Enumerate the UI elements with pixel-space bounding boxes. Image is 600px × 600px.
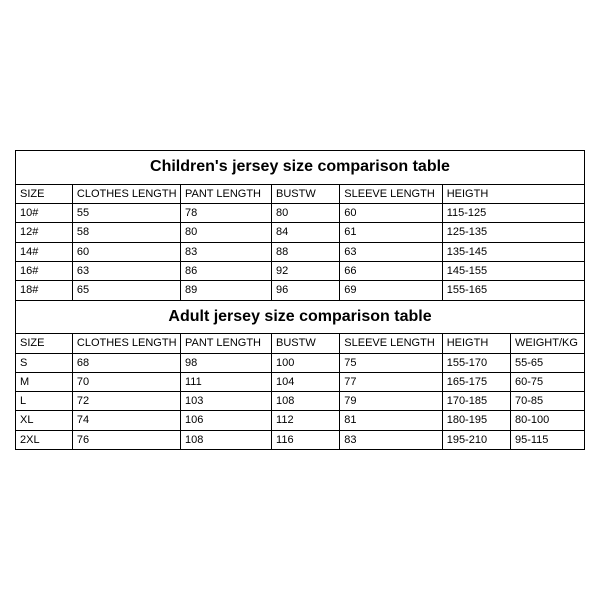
- cell: 165-175: [442, 372, 510, 391]
- cell: 108: [272, 392, 340, 411]
- cell: S: [16, 353, 73, 372]
- children-header-row: SIZE CLOTHES LENGTH PANT LENGTH BUSTW SL…: [16, 184, 585, 203]
- cell: 70-85: [510, 392, 584, 411]
- cell: 79: [340, 392, 442, 411]
- col-clothes-length: CLOTHES LENGTH: [72, 334, 180, 353]
- col-bustw: BUSTW: [272, 334, 340, 353]
- col-pant-length: PANT LENGTH: [181, 334, 272, 353]
- table-row: 18# 65 89 96 69 155-165: [16, 281, 585, 300]
- cell: 145-155: [442, 261, 584, 280]
- cell: 80: [181, 223, 272, 242]
- cell: 55: [72, 204, 180, 223]
- adult-header-row: SIZE CLOTHES LENGTH PANT LENGTH BUSTW SL…: [16, 334, 585, 353]
- table-row: 10# 55 78 80 60 115-125: [16, 204, 585, 223]
- table-row: S 68 98 100 75 155-170 55-65: [16, 353, 585, 372]
- cell: 108: [181, 430, 272, 449]
- cell: 115-125: [442, 204, 584, 223]
- cell: 80-100: [510, 411, 584, 430]
- cell: 78: [181, 204, 272, 223]
- table-row: L 72 103 108 79 170-185 70-85: [16, 392, 585, 411]
- col-size: SIZE: [16, 334, 73, 353]
- table-row: 14# 60 83 88 63 135-145: [16, 242, 585, 261]
- cell: 18#: [16, 281, 73, 300]
- cell: 75: [340, 353, 442, 372]
- cell: 135-145: [442, 242, 584, 261]
- cell: 155-165: [442, 281, 584, 300]
- table-row: 2XL 76 108 116 83 195-210 95-115: [16, 430, 585, 449]
- table-row: 12# 58 80 84 61 125-135: [16, 223, 585, 242]
- cell: 16#: [16, 261, 73, 280]
- cell: 2XL: [16, 430, 73, 449]
- table-row: 16# 63 86 92 66 145-155: [16, 261, 585, 280]
- adult-title: Adult jersey size comparison table: [16, 300, 585, 334]
- cell: 70: [72, 372, 180, 391]
- cell: 95-115: [510, 430, 584, 449]
- cell: 155-170: [442, 353, 510, 372]
- cell: 60-75: [510, 372, 584, 391]
- col-sleeve-length: SLEEVE LENGTH: [340, 184, 442, 203]
- table-row: XL 74 106 112 81 180-195 80-100: [16, 411, 585, 430]
- cell: 89: [181, 281, 272, 300]
- cell: 76: [72, 430, 180, 449]
- cell: 96: [272, 281, 340, 300]
- cell: 104: [272, 372, 340, 391]
- cell: 66: [340, 261, 442, 280]
- cell: 77: [340, 372, 442, 391]
- cell: 72: [72, 392, 180, 411]
- col-pant-length: PANT LENGTH: [181, 184, 272, 203]
- cell: 88: [272, 242, 340, 261]
- cell: 83: [181, 242, 272, 261]
- children-size-table: Children's jersey size comparison table …: [15, 150, 585, 450]
- col-height: HEIGTH: [442, 334, 510, 353]
- cell: 61: [340, 223, 442, 242]
- adult-title-row: Adult jersey size comparison table: [16, 300, 585, 334]
- cell: 170-185: [442, 392, 510, 411]
- cell: 65: [72, 281, 180, 300]
- col-sleeve-length: SLEEVE LENGTH: [340, 334, 442, 353]
- cell: 180-195: [442, 411, 510, 430]
- children-title-row: Children's jersey size comparison table: [16, 150, 585, 184]
- cell: 106: [181, 411, 272, 430]
- cell: 10#: [16, 204, 73, 223]
- cell: 125-135: [442, 223, 584, 242]
- cell: 55-65: [510, 353, 584, 372]
- cell: 92: [272, 261, 340, 280]
- cell: 14#: [16, 242, 73, 261]
- table-row: M 70 111 104 77 165-175 60-75: [16, 372, 585, 391]
- cell: L: [16, 392, 73, 411]
- children-title: Children's jersey size comparison table: [16, 150, 585, 184]
- cell: 60: [72, 242, 180, 261]
- cell: 112: [272, 411, 340, 430]
- cell: M: [16, 372, 73, 391]
- cell: 63: [72, 261, 180, 280]
- cell: 58: [72, 223, 180, 242]
- col-size: SIZE: [16, 184, 73, 203]
- cell: 81: [340, 411, 442, 430]
- cell: 74: [72, 411, 180, 430]
- col-weight: WEIGHT/KG: [510, 334, 584, 353]
- cell: 80: [272, 204, 340, 223]
- cell: 86: [181, 261, 272, 280]
- size-tables-container: Children's jersey size comparison table …: [15, 150, 585, 450]
- col-height: HEIGTH: [442, 184, 584, 203]
- cell: 60: [340, 204, 442, 223]
- cell: 83: [340, 430, 442, 449]
- cell: 68: [72, 353, 180, 372]
- cell: 69: [340, 281, 442, 300]
- cell: 103: [181, 392, 272, 411]
- col-clothes-length: CLOTHES LENGTH: [72, 184, 180, 203]
- cell: 98: [181, 353, 272, 372]
- cell: 111: [181, 372, 272, 391]
- cell: 100: [272, 353, 340, 372]
- cell: 116: [272, 430, 340, 449]
- cell: 12#: [16, 223, 73, 242]
- cell: XL: [16, 411, 73, 430]
- cell: 195-210: [442, 430, 510, 449]
- cell: 63: [340, 242, 442, 261]
- col-bustw: BUSTW: [272, 184, 340, 203]
- cell: 84: [272, 223, 340, 242]
